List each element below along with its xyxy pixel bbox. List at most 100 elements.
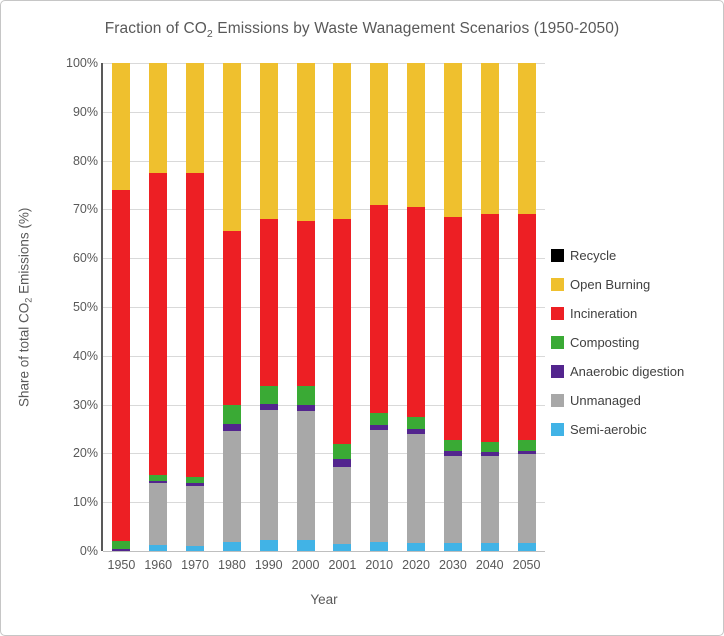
bar-segment-anaerobic-digestion-2020: [407, 428, 426, 434]
y-tick-label-50: 50%: [72, 300, 98, 314]
bar-segment-unmanaged-2020: [407, 433, 426, 543]
bar-segment-unmanaged-1990: [259, 410, 278, 540]
bar-segment-open-burning-2050: [517, 63, 536, 215]
bar-segment-semi-aerobic-2050: [517, 542, 536, 551]
bar-segment-composting-2020: [407, 417, 426, 429]
bar-segment-composting-2050: [517, 440, 536, 451]
x-tick-label-2010: 2010: [365, 558, 394, 572]
bar-segment-incineration-1950: [112, 189, 131, 542]
bar-segment-open-burning-2000: [296, 63, 315, 221]
y-tick-label-40: 40%: [72, 348, 98, 363]
bar-segment-composting-2001: [333, 443, 352, 459]
bar-segment-semi-aerobic-1990: [259, 539, 278, 551]
bar-segment-semi-aerobic-1970: [186, 546, 205, 551]
bar-segment-semi-aerobic-2040: [480, 543, 499, 551]
bar-segment-open-burning-1970: [186, 63, 205, 173]
legend-item-anaerobic-digestion: Anaerobic digestion: [551, 357, 684, 386]
bar-segment-semi-aerobic-1960: [149, 545, 168, 551]
bar-2020: [407, 63, 426, 551]
x-tick-label-2020: 2020: [402, 558, 430, 572]
legend-label-anaerobic-digestion: Anaerobic digestion: [570, 364, 685, 379]
y-tick-label-20: 20%: [72, 446, 98, 461]
x-tick-label-2001: 2001: [328, 558, 357, 572]
bar-segment-incineration-2040: [480, 214, 499, 443]
x-tick-label-2000: 2000: [291, 558, 320, 572]
y-tick-label-10: 10%: [72, 495, 98, 510]
bar-segment-anaerobic-digestion-2010: [370, 424, 389, 430]
bar-segment-composting-1960: [149, 474, 168, 481]
bar-segment-open-burning-2030: [443, 63, 462, 217]
legend-label-unmanaged: Unmanaged: [570, 393, 641, 408]
bar-segment-unmanaged-2040: [480, 456, 499, 544]
y-tick-label-90: 90%: [72, 104, 98, 119]
legend-swatch-recycle: [551, 249, 564, 262]
legend-item-incineration: Incineration: [551, 299, 684, 328]
bar-segment-semi-aerobic-2001: [333, 543, 352, 551]
bar-segment-anaerobic-digestion-1980: [222, 423, 241, 432]
bar-segment-incineration-2010: [370, 204, 389, 413]
y-tick-label-80: 80%: [72, 153, 98, 168]
x-tick-label-2030: 2030: [439, 558, 467, 572]
bar-segment-anaerobic-digestion-1950: [112, 548, 131, 551]
bar-1960: [149, 63, 168, 551]
legend-swatch-incineration: [551, 307, 564, 320]
x-tick-label-1970: 1970: [181, 558, 209, 572]
y-tick-label-0: 0%: [79, 544, 98, 558]
bar-segment-anaerobic-digestion-2001: [333, 458, 352, 467]
bar-segment-semi-aerobic-2030: [443, 542, 462, 551]
bar-segment-open-burning-1990: [259, 63, 278, 220]
gridline-50: [103, 307, 545, 308]
chart-title-text-2: Emissions by Waste Wanagement Scenarios …: [212, 20, 620, 37]
bar-segment-composting-1990: [259, 386, 278, 404]
legend-item-recycle: Recycle: [551, 241, 684, 270]
bar-segment-composting-2040: [480, 442, 499, 453]
bar-segment-anaerobic-digestion-1970: [186, 483, 205, 486]
bar-segment-anaerobic-digestion-2050: [517, 450, 536, 455]
plot-area: [101, 63, 545, 552]
bar-segment-anaerobic-digestion-2030: [443, 451, 462, 456]
legend-item-composting: Composting: [551, 328, 684, 357]
legend-swatch-open-burning: [551, 278, 564, 291]
bar-segment-incineration-2001: [333, 219, 352, 444]
bar-2000: [296, 63, 315, 551]
legend-swatch-anaerobic-digestion: [551, 365, 564, 378]
legend-label-recycle: Recycle: [570, 248, 617, 263]
bar-segment-unmanaged-2050: [517, 454, 536, 543]
y-tick-label-30: 30%: [72, 397, 98, 412]
bar-segment-unmanaged-2000: [296, 410, 315, 540]
bar-segment-anaerobic-digestion-1960: [149, 480, 168, 484]
bar-segment-open-burning-1950: [112, 63, 131, 190]
y-tick-label-60: 60%: [72, 251, 98, 266]
x-tick-label-1980: 1980: [218, 558, 246, 572]
bar-segment-open-burning-2010: [370, 63, 389, 205]
gridline-100: [103, 63, 545, 64]
x-tick-label-1950: 1950: [107, 558, 136, 572]
gridline-10: [103, 502, 545, 504]
bar-segment-semi-aerobic-2020: [407, 542, 426, 551]
bar-segment-unmanaged-1980: [222, 431, 241, 543]
gridline-80: [103, 160, 545, 162]
x-axis-title: Year: [310, 592, 338, 607]
bar-2001: [333, 63, 352, 551]
legend-item-open-burning: Open Burning: [551, 270, 684, 299]
bar-1970: [186, 63, 205, 551]
bar-segment-open-burning-2001: [333, 63, 352, 220]
bar-segment-composting-1980: [222, 405, 241, 424]
y-axis-title-text-2: Emissions (%): [16, 207, 32, 298]
legend-item-semi-aerobic: Semi-aerobic: [551, 415, 684, 444]
bar-2050: [517, 63, 536, 551]
bar-segment-anaerobic-digestion-2040: [480, 452, 499, 457]
x-tick-label-1960: 1960: [144, 558, 173, 572]
bar-segment-unmanaged-1960: [149, 483, 168, 546]
bar-segment-composting-2010: [370, 412, 389, 425]
bar-segment-semi-aerobic-2000: [296, 539, 315, 551]
bar-segment-composting-2000: [296, 386, 315, 405]
bar-segment-open-burning-2020: [407, 63, 426, 208]
y-axis-line: [101, 63, 103, 551]
x-tick-label-1990: 1990: [254, 558, 283, 572]
legend-label-composting: Composting: [570, 335, 640, 350]
bar-segment-unmanaged-2010: [370, 429, 389, 542]
bar-segment-semi-aerobic-2010: [370, 541, 389, 551]
bar-segment-incineration-2020: [407, 207, 426, 418]
legend-swatch-semi-aerobic: [551, 423, 564, 436]
